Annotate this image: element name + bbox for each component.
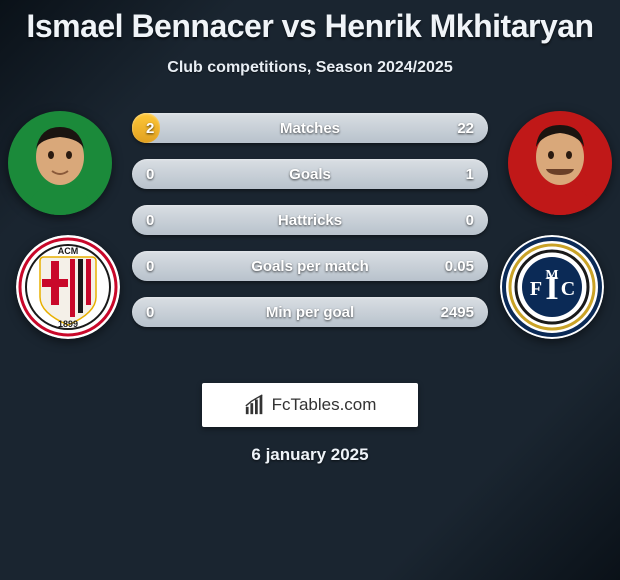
stat-left-value: 2 [146,120,154,137]
stat-left-value: 0 [146,258,154,275]
stat-label: Min per goal [266,304,354,321]
club-logo-left: ACM 1899 [16,235,120,339]
stat-row: 0 Goals per match 0.05 [132,251,488,281]
stat-right-value: 22 [457,120,474,137]
stat-right-value: 0.05 [445,258,474,275]
stat-left-value: 0 [146,212,154,229]
avatar-left-icon [8,111,112,215]
stat-row: 0 Goals 1 [132,159,488,189]
stat-row: 0 Hattricks 0 [132,205,488,235]
player-photo-left [8,111,112,215]
stat-right-value: 1 [466,166,474,183]
player-photo-right [508,111,612,215]
stat-row: 0 Min per goal 2495 [132,297,488,327]
stat-left-value: 0 [146,304,154,321]
stat-right-value: 0 [466,212,474,229]
stat-right-value: 2495 [441,304,474,321]
stats-list: 2 Matches 22 0 Goals 1 0 Hattricks 0 0 Goals per m… [132,113,488,327]
stat-label: Hattricks [278,212,342,229]
stat-label: Matches [280,120,340,137]
comparison-panel: ACM 1899 I F C M [0,111,620,371]
acmilan-logo-icon: ACM 1899 [16,235,120,339]
subtitle: Club competitions, Season 2024/2025 [0,59,620,77]
stat-row: 2 Matches 22 [132,113,488,143]
chart-icon [244,394,266,416]
svg-text:C: C [561,278,575,300]
stat-left-value: 0 [146,166,154,183]
inter-logo-icon: I F C M [500,235,604,339]
footer-text: FcTables.com [272,395,377,415]
page-title: Ismael Bennacer vs Henrik Mkhitaryan [0,8,620,45]
svg-text:1899: 1899 [58,319,78,329]
date-text: 6 january 2025 [0,445,620,465]
avatar-right-icon [508,111,612,215]
stat-label: Goals per match [251,258,369,275]
stat-label: Goals [289,166,331,183]
footer-branding: FcTables.com [202,383,418,427]
svg-text:F: F [530,278,542,300]
club-logo-right: I F C M [500,235,604,339]
svg-text:ACM: ACM [58,246,79,256]
svg-text:M: M [545,268,558,283]
